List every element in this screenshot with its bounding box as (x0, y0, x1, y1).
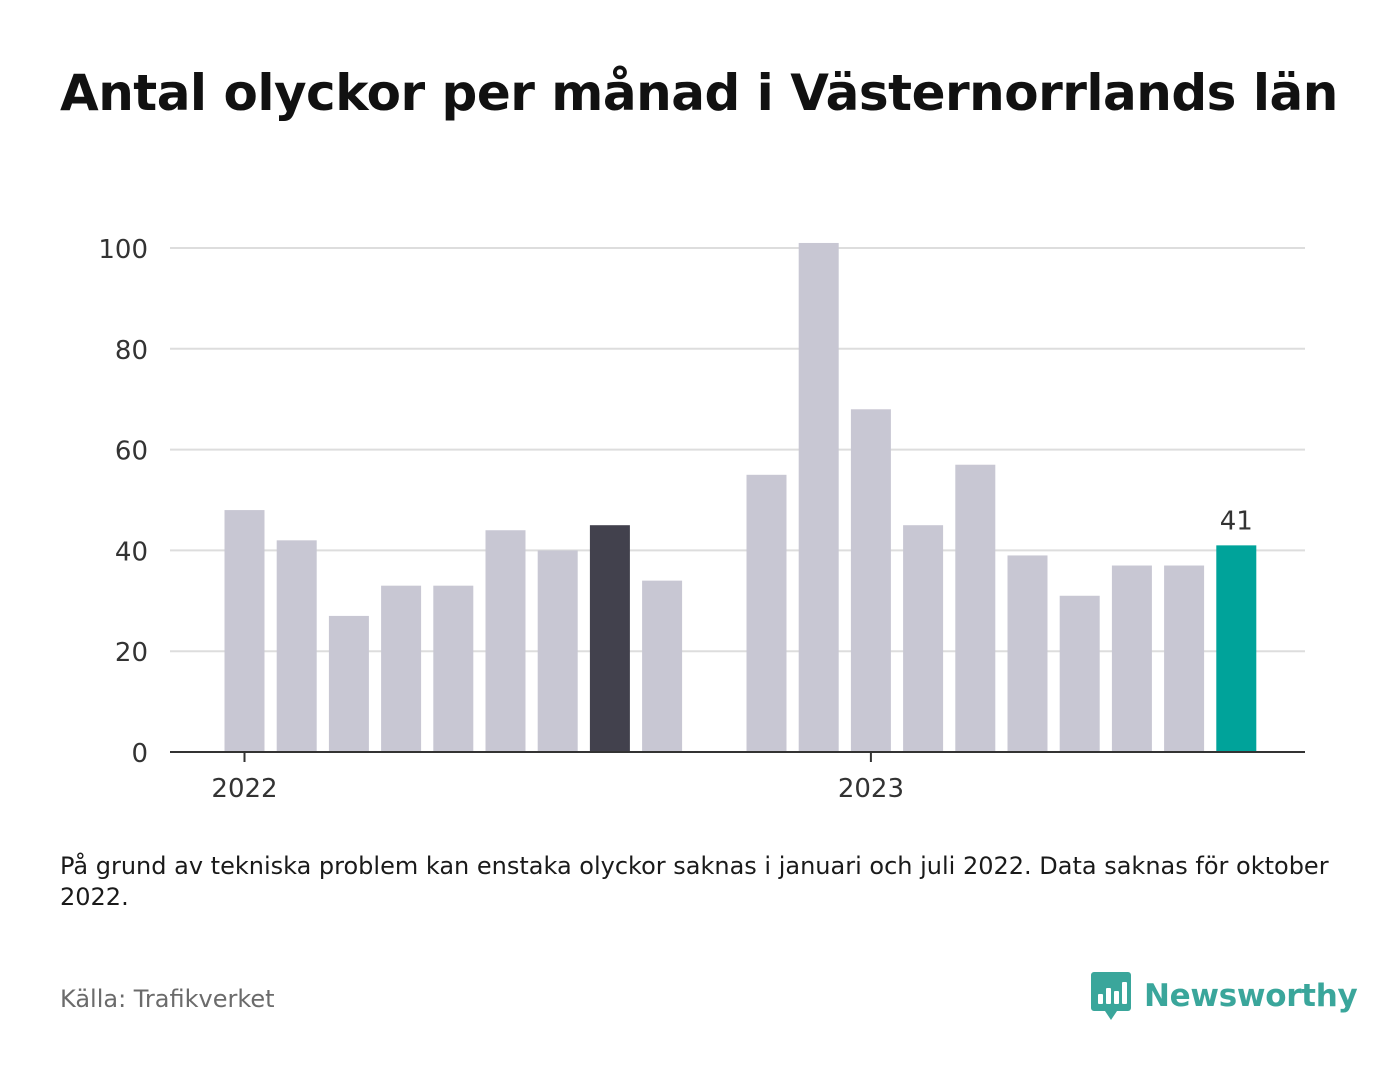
bar-2023-05 (1059, 595, 1100, 752)
bar-2022-08 (589, 525, 630, 752)
bar-2022-11 (746, 474, 787, 752)
bar-value-label: 41 (1220, 506, 1253, 536)
bar-2022-01 (224, 510, 265, 752)
bar-2022-12 (798, 242, 839, 752)
bar-2023-04 (1007, 555, 1048, 752)
y-tick-label: 20 (115, 638, 148, 668)
bar-2022-07 (537, 550, 578, 752)
bar-2023-07 (1164, 565, 1205, 752)
bar-2022-04 (381, 585, 422, 752)
bars (224, 242, 1257, 752)
source-credit: Källa: Trafikverket (60, 985, 275, 1013)
bar-2023-03 (955, 464, 996, 752)
y-tick-label: 40 (115, 537, 148, 567)
brand-name: Newsworthy (1144, 978, 1358, 1014)
footnote: På grund av tekniska problem kan enstaka… (60, 852, 1329, 911)
newsworthy-logo: Newsworthy (1090, 970, 1358, 1022)
bar-chart-speech-bubble-icon (1091, 972, 1131, 1020)
x-tick-label: 2023 (838, 774, 904, 804)
bar-2022-05 (433, 585, 474, 752)
bar-2023-08 (1216, 545, 1257, 752)
y-tick-label: 80 (115, 336, 148, 366)
bar-2022-03 (328, 615, 369, 752)
y-tick-label: 100 (98, 235, 148, 265)
bar-2022-09 (642, 580, 683, 752)
bar-2023-01 (850, 409, 891, 752)
x-tick-label: 2022 (211, 774, 277, 804)
bar-2022-02 (276, 540, 317, 752)
y-tick-label: 0 (131, 739, 148, 769)
chart-title: Antal olyckor per månad i Västernorrland… (60, 64, 1338, 122)
bar-2022-06 (485, 530, 526, 752)
y-tick-label: 60 (115, 437, 148, 467)
bar-2023-02 (903, 525, 944, 752)
x-axis-ticks: 2022 2023 (211, 752, 904, 804)
y-axis-ticks: 0 20 40 60 80 100 (98, 235, 148, 769)
bar-chart: 0 20 40 60 80 100 2022 2023 41 (98, 235, 1305, 804)
data-labels: 41 (1220, 506, 1253, 536)
bar-2023-06 (1111, 565, 1152, 752)
